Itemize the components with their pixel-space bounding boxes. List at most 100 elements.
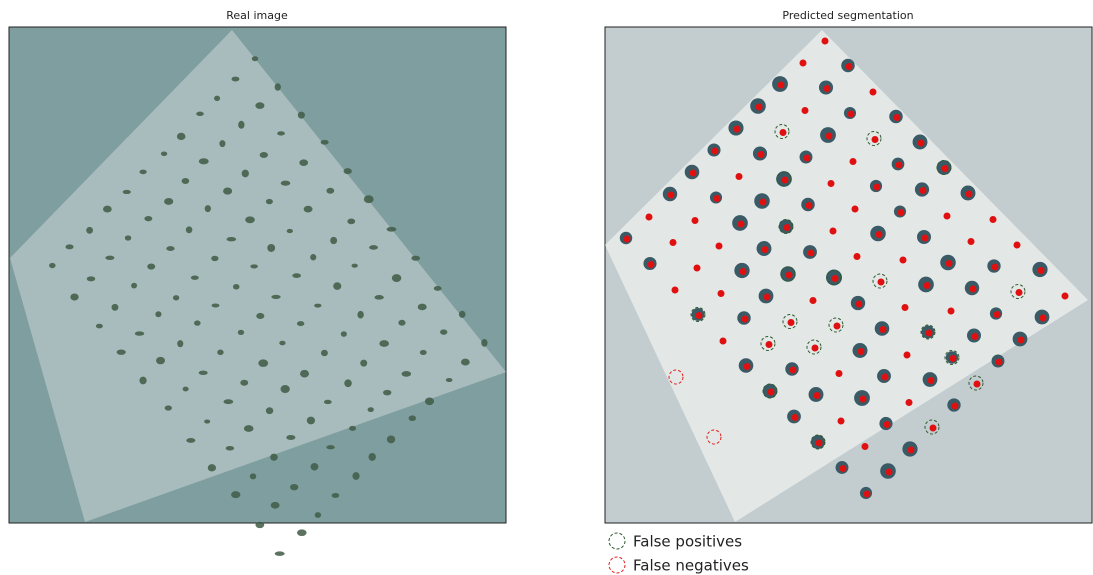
plant	[281, 181, 291, 186]
centroid	[758, 151, 765, 158]
plant	[205, 205, 211, 212]
centroid	[812, 345, 819, 352]
plant	[290, 484, 298, 490]
legend-marker	[609, 557, 625, 573]
plant	[279, 341, 285, 346]
centroid	[952, 403, 959, 410]
plant	[330, 237, 337, 244]
centroid	[714, 195, 721, 202]
plant	[191, 275, 199, 279]
plant	[123, 190, 131, 194]
plant	[155, 311, 161, 317]
plant	[266, 407, 273, 414]
centroid	[996, 359, 1003, 366]
centroid	[992, 264, 999, 271]
centroid	[1014, 242, 1021, 249]
centroid	[780, 129, 787, 136]
plant	[238, 330, 244, 335]
centroid	[942, 165, 949, 172]
plant	[255, 102, 264, 109]
plant	[425, 397, 434, 405]
plant	[214, 96, 220, 101]
centroid	[814, 392, 821, 399]
plant	[156, 357, 165, 364]
plant	[300, 370, 309, 378]
centroid	[672, 287, 679, 294]
plant	[250, 264, 258, 268]
centroid	[944, 213, 951, 220]
plant	[240, 380, 248, 386]
plant	[304, 206, 313, 213]
centroid	[766, 341, 773, 348]
centroid	[852, 206, 859, 213]
centroid	[806, 202, 813, 209]
plant	[461, 359, 470, 366]
centroid	[690, 170, 697, 177]
centroid	[896, 162, 903, 169]
centroid	[946, 260, 953, 267]
plant	[232, 77, 240, 82]
plant	[199, 371, 208, 375]
centroid	[696, 312, 703, 319]
centroid	[904, 352, 911, 359]
centroid	[624, 236, 631, 243]
plant	[252, 56, 258, 61]
plant	[459, 311, 466, 318]
centroid	[876, 231, 883, 238]
centroid	[668, 192, 675, 199]
plant	[387, 227, 397, 232]
plant	[258, 359, 268, 366]
plant	[307, 417, 315, 425]
legend-label: False negatives	[633, 557, 749, 575]
plant	[297, 529, 307, 536]
plant	[173, 295, 179, 300]
centroid	[816, 440, 823, 447]
plant	[177, 340, 183, 347]
centroid	[994, 311, 1001, 318]
plant	[177, 133, 186, 140]
plant	[227, 237, 237, 241]
plant	[194, 320, 201, 325]
plant	[326, 188, 334, 194]
centroid	[828, 180, 835, 187]
plant	[105, 256, 114, 260]
plant	[271, 502, 280, 509]
plant	[311, 463, 319, 470]
centroid	[850, 158, 857, 165]
centroid	[908, 447, 915, 454]
panel-title: Predicted segmentation	[782, 9, 913, 22]
centroid	[808, 250, 815, 257]
plant	[226, 446, 234, 450]
plant	[392, 274, 401, 282]
plant	[147, 263, 155, 269]
plant	[364, 195, 374, 203]
plant	[349, 426, 356, 431]
centroid	[788, 319, 795, 326]
plant	[182, 178, 190, 184]
centroid	[1062, 293, 1069, 300]
centroid	[990, 216, 997, 223]
centroid	[830, 228, 837, 235]
plant	[286, 435, 295, 440]
plant	[245, 216, 255, 223]
centroid	[856, 301, 863, 308]
centroid	[802, 107, 809, 114]
centroid	[920, 187, 927, 194]
legend-marker	[609, 533, 625, 549]
centroid	[930, 425, 937, 432]
centroid	[840, 465, 847, 472]
plant	[267, 244, 275, 252]
plant	[266, 199, 273, 204]
centroid	[1038, 267, 1045, 274]
centroid	[974, 381, 981, 388]
plant	[360, 360, 367, 367]
centroid	[906, 399, 913, 406]
plant	[260, 152, 268, 158]
plant	[321, 350, 328, 357]
plant	[244, 425, 254, 432]
plant	[131, 283, 137, 289]
plant	[409, 415, 416, 421]
centroid	[718, 290, 725, 297]
centroid	[738, 221, 745, 228]
centroid	[744, 363, 751, 370]
